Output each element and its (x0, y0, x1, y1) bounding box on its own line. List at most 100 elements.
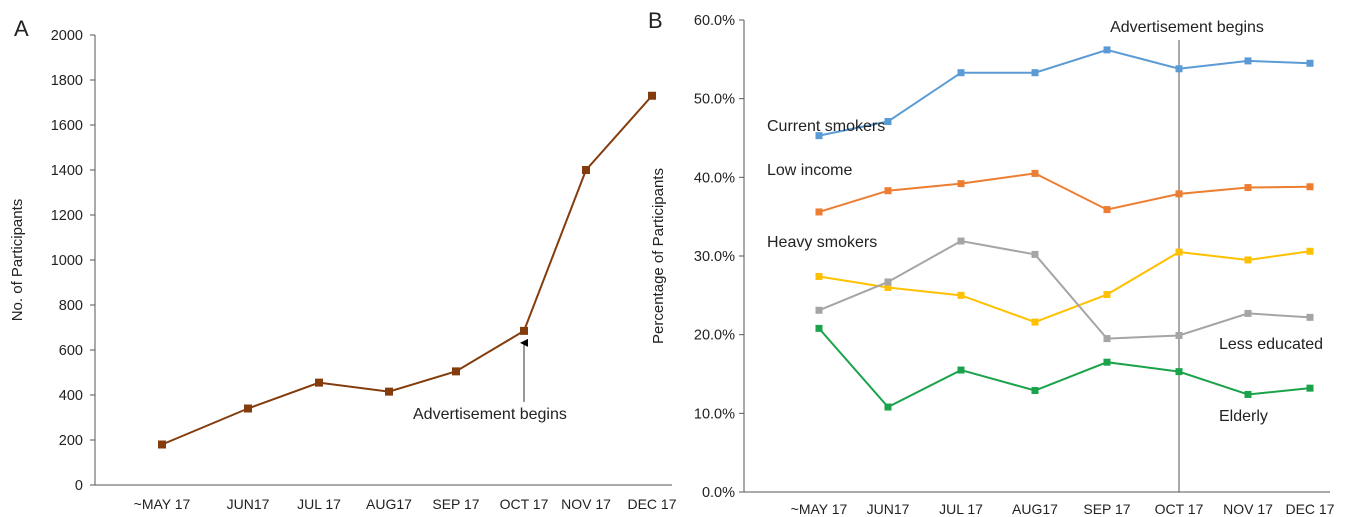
panel-b-data-point-current-smokers (1103, 46, 1111, 54)
panel-b-data-point-low-income (957, 180, 965, 188)
panel-b-data-point-less-educated (1175, 331, 1183, 339)
panel-a-y-tick-label: 800 (59, 298, 83, 314)
panel-b-data-point-elderly (1103, 358, 1111, 366)
panel-b-data-point-less-educated (1306, 313, 1314, 321)
panel-a-x-tick-label: SEP 17 (432, 496, 479, 512)
panel-b-y-axis-label: Percentage of Participants (650, 168, 667, 344)
panel-b-data-point-less-educated (1103, 335, 1111, 343)
panel-b-x-tick-label: OCT 17 (1155, 501, 1204, 517)
panel-b-data-point-heavy-smokers (1103, 291, 1111, 299)
panel-a-y-tick-label: 1600 (51, 118, 83, 134)
panel-a-data-point (158, 440, 166, 449)
panel-b-annotation-text: Advertisement begins (1110, 19, 1264, 36)
panel-b-data-point-elderly (815, 324, 823, 332)
panel-b-data-point-heavy-smokers (1306, 247, 1314, 255)
panel-b-data-point-low-income (1031, 169, 1039, 177)
panel-a-data-point (648, 91, 656, 100)
panel-b-data-point-low-income (1244, 184, 1252, 192)
panel-a-data-point (520, 326, 528, 335)
panel-a-x-tick-label: OCT 17 (500, 496, 549, 512)
panel-b-y-tick-label: 0.0% (702, 485, 735, 501)
panel-a-y-tick-label: 2000 (51, 28, 83, 44)
panel-b-y-tick-label: 50.0% (694, 92, 735, 108)
panel-b-data-point-elderly (1244, 390, 1252, 398)
panel-b-data-point-elderly (1175, 368, 1183, 376)
panel-b-data-point-elderly (1031, 387, 1039, 395)
panel-b-data-point-less-educated (1244, 309, 1252, 317)
panel-b-data-point-heavy-smokers (1244, 256, 1252, 264)
panel-b-data-point-less-educated (884, 278, 892, 286)
panel-b-data-point-less-educated (815, 306, 823, 314)
panel-b-y-tick-label: 30.0% (694, 249, 735, 265)
panel-b-data-point-heavy-smokers (815, 272, 823, 280)
panel-a-x-tick-label: NOV 17 (561, 496, 611, 512)
panel-b-data-point-current-smokers (1306, 59, 1314, 67)
panel-b-series-line-less-educated (818, 240, 1311, 340)
panel-b-data-point-low-income (1306, 183, 1314, 191)
panel-b-data-point-current-smokers (1175, 65, 1183, 73)
panel-a-annotation-text: Advertisement begins (413, 406, 567, 423)
panel-a-letter: A (14, 16, 29, 41)
panel-a-x-tick-label: JUL 17 (297, 496, 341, 512)
panel-b-data-point-heavy-smokers (1031, 318, 1039, 326)
panel-b-data-point-low-income (1175, 190, 1183, 198)
panel-b-y-tick-label: 10.0% (694, 406, 735, 422)
panel-a-x-tick-label: DEC 17 (627, 496, 676, 512)
panel-b-series-line-current-smokers (818, 48, 1311, 137)
panel-a-y-tick-label: 600 (59, 343, 83, 359)
panel-b-x-tick-label: JUL 17 (939, 501, 983, 517)
panel-a-x-tick-label: AUG17 (366, 496, 412, 512)
panel-b-series-line-elderly (818, 327, 1311, 409)
panel-b-chart: B 0.0% 10.0% 20.0% 30.0% 40.0% 50.0% 60.0% Perce… (648, 8, 1335, 517)
panel-b-data-point-elderly (1306, 384, 1314, 392)
panel-a-y-tick-label: 200 (59, 433, 83, 449)
panel-a-y-tick-label: 1200 (51, 208, 83, 224)
panel-b-data-point-elderly (957, 366, 965, 374)
panel-a-data-point (582, 166, 590, 174)
panel-a-x-tick-label: ~MAY 17 (134, 496, 191, 512)
panel-b-letter: B (648, 8, 663, 33)
panel-a-data-point (385, 387, 393, 396)
panel-b-x-tick-label: NOV 17 (1223, 501, 1273, 517)
panel-b-series-label-low-income: Low income (767, 162, 852, 179)
panel-b-data-point-current-smokers (1031, 69, 1039, 77)
panel-b-data-point-less-educated (957, 237, 965, 245)
panel-a-y-axis-label: No. of Participants (9, 199, 26, 322)
panel-a-data-point (452, 367, 460, 376)
panel-b-series-line-heavy-smokers (818, 250, 1311, 324)
panel-b-x-tick-label: DEC 17 (1285, 501, 1334, 517)
panel-b-series-label-less-educated: Less educated (1219, 336, 1323, 353)
panel-b-y-tick-label: 40.0% (694, 170, 735, 186)
panel-b-data-point-heavy-smokers (1175, 248, 1183, 256)
panel-b-x-tick-label: ~MAY 17 (791, 501, 848, 517)
panel-b-data-point-current-smokers (815, 132, 823, 140)
panel-b-data-point-less-educated (1031, 250, 1039, 258)
panel-b-series-line-low-income (818, 172, 1311, 213)
panel-b-data-point-elderly (884, 403, 892, 411)
panel-a-y-tick-label: 1800 (51, 73, 83, 89)
panel-b-series-label-current-smokers: Current smokers (767, 118, 885, 135)
panel-b-data-point-current-smokers (884, 117, 892, 125)
panel-b-data-point-low-income (815, 208, 823, 216)
panel-b-x-tick-label: AUG17 (1012, 501, 1058, 517)
panel-a-x-tick-label: JUN17 (227, 496, 270, 512)
panel-a-y-tick-label: 1400 (51, 163, 83, 179)
panel-b-y-tick-label: 20.0% (694, 328, 735, 344)
panel-a-chart: A 0 200 400 600 800 1000 1200 1400 1600 1800 2000 No… (9, 16, 677, 512)
panel-a-series-line (161, 95, 653, 446)
panel-b-y-tick-label: 60.0% (694, 13, 735, 29)
panel-b-data-point-heavy-smokers (884, 283, 892, 291)
panel-b-data-point-heavy-smokers (957, 291, 965, 299)
panel-b-data-point-current-smokers (957, 69, 965, 77)
panel-a-data-point (315, 378, 323, 387)
panel-b-x-tick-label: SEP 17 (1083, 501, 1130, 517)
panel-b-data-point-current-smokers (1244, 57, 1252, 65)
panel-b-series-label-elderly: Elderly (1219, 408, 1268, 425)
panel-a-y-tick-label: 400 (59, 388, 83, 404)
panel-b-series-label-heavy-smokers: Heavy smokers (767, 234, 877, 251)
panel-a-data-point (244, 404, 252, 413)
panel-a-y-tick-label: 1000 (51, 253, 83, 269)
panel-a-y-tick-label: 0 (75, 478, 83, 494)
panel-b-x-tick-label: JUN17 (867, 501, 910, 517)
